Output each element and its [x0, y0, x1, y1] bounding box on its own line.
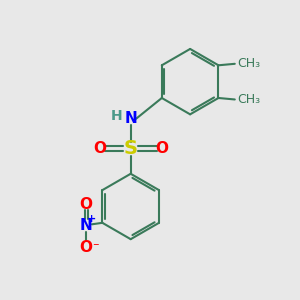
Text: N: N — [124, 111, 137, 126]
Text: CH₃: CH₃ — [237, 93, 260, 106]
Text: CH₃: CH₃ — [237, 57, 260, 70]
Text: O: O — [93, 141, 106, 156]
Text: ⁻: ⁻ — [93, 241, 99, 254]
Text: O: O — [80, 240, 92, 255]
Text: +: + — [87, 214, 97, 224]
Text: O: O — [155, 141, 168, 156]
Text: N: N — [80, 218, 92, 233]
Text: O: O — [80, 197, 92, 212]
Text: H: H — [111, 110, 122, 123]
Text: S: S — [124, 139, 138, 158]
